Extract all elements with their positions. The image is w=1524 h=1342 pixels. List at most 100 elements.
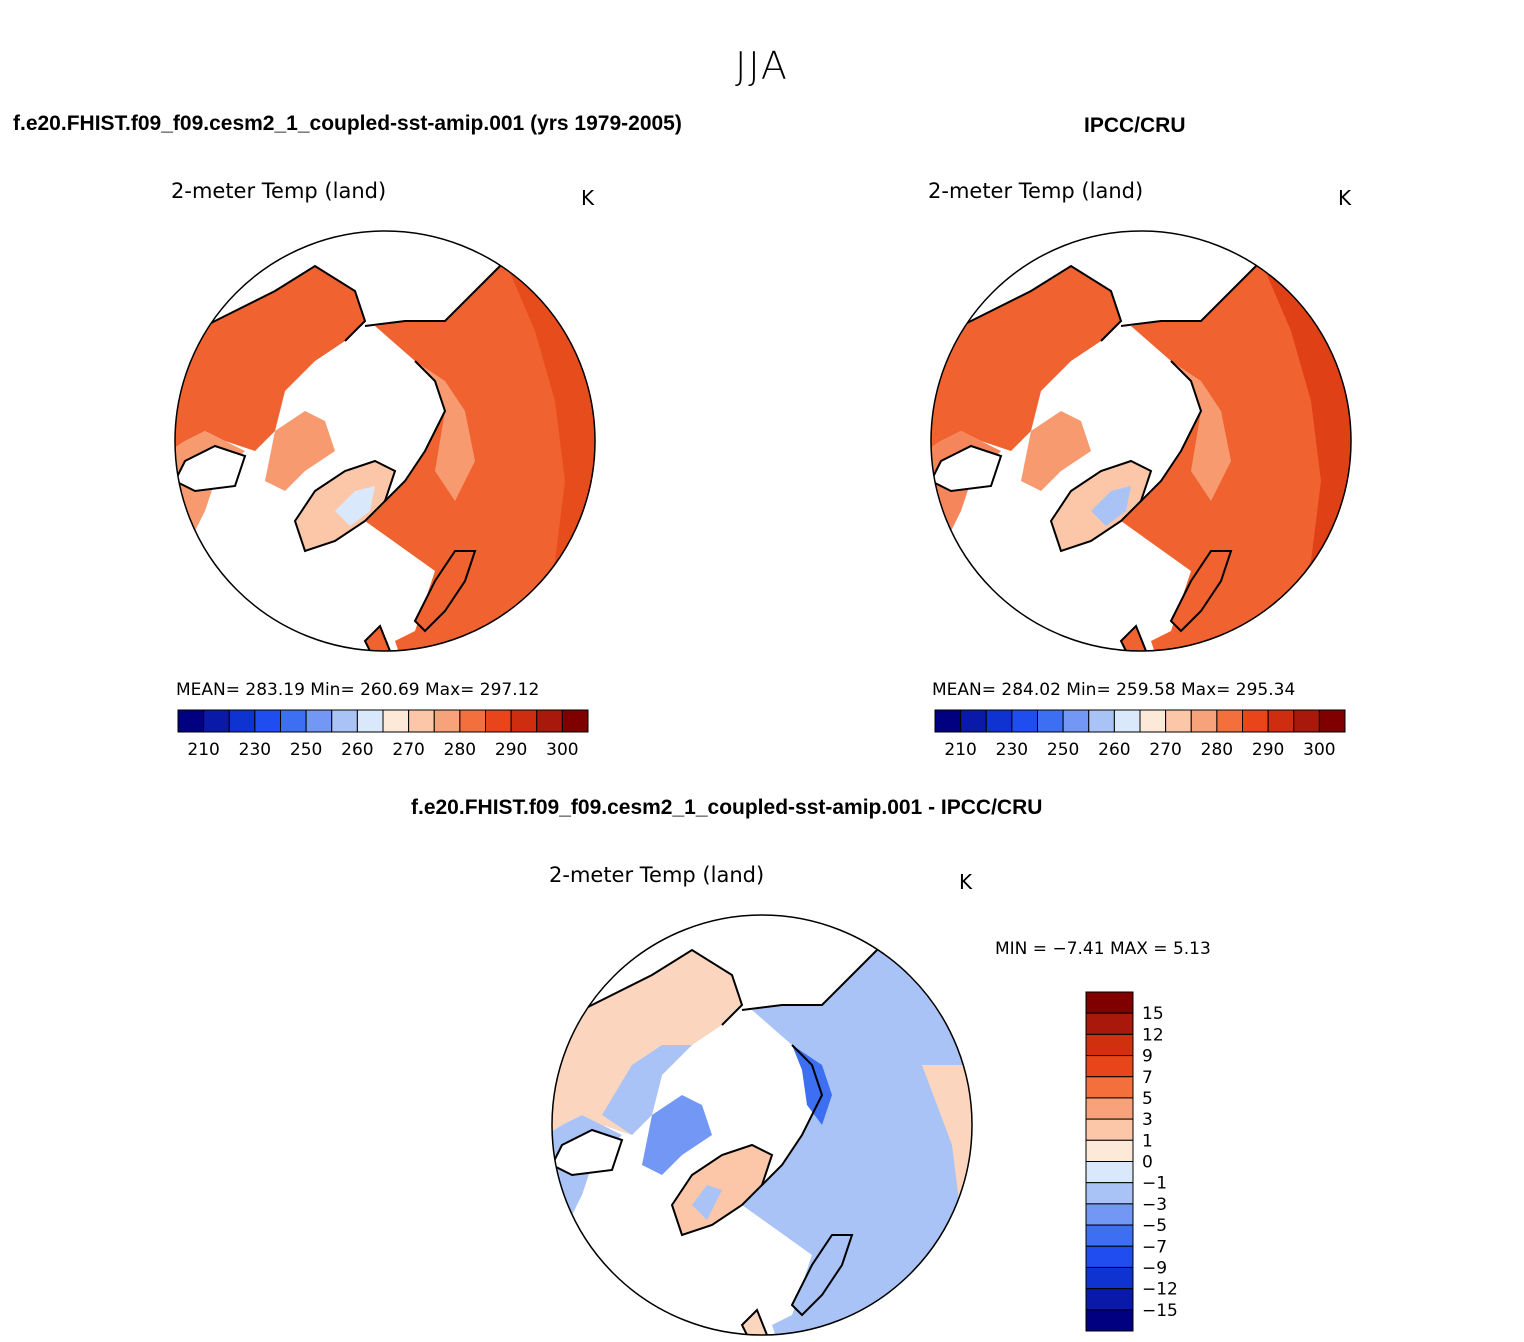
- model-polar-map: [174, 230, 596, 652]
- diff-colorbar-box: [1085, 1309, 1134, 1332]
- model-colorbar-box: [459, 709, 486, 733]
- model-colorbar-box: [433, 709, 461, 733]
- obs-colorbar-label: 270: [1149, 740, 1181, 760]
- obs-colorbar-box: [1113, 709, 1141, 733]
- obs-polar-map: [930, 230, 1352, 652]
- diff-colorbar-label: −1: [1142, 1174, 1167, 1194]
- model-colorbar-label: 280: [444, 740, 476, 760]
- model-case-title: f.e20.FHIST.f09_f09.cesm2_1_coupled-sst-…: [13, 112, 682, 135]
- diff-colorbar-box: [1085, 1245, 1134, 1268]
- diff-colorbar-box: [1085, 1118, 1134, 1141]
- obs-colorbar: 210 230 250 260 270 280 290 300: [934, 709, 1346, 760]
- diff-colorbar-label: −3: [1142, 1195, 1167, 1215]
- diff-colorbar-box: [1085, 1182, 1134, 1205]
- obs-colorbar-label: 260: [1098, 740, 1130, 760]
- diff-colorbar-label: −15: [1142, 1301, 1178, 1321]
- diff-colorbar-box: [1085, 1012, 1134, 1035]
- obs-colorbar-box: [960, 709, 987, 733]
- model-colorbar-box: [331, 709, 358, 733]
- diff-stats: MIN = −7.41 MAX = 5.13: [995, 939, 1211, 959]
- diff-variable-title: 2-meter Temp (land): [549, 863, 765, 887]
- diff-colorbar-box: [1085, 1161, 1134, 1184]
- diff-colorbar-label: 9: [1142, 1047, 1153, 1067]
- diff-colorbar-label: −12: [1142, 1280, 1178, 1300]
- model-colorbar-box: [305, 709, 333, 733]
- diff-colorbar-box: [1085, 1055, 1134, 1078]
- model-north-america-land: [175, 266, 365, 461]
- model-colorbar: 210 230 250 260 270 280 290 300: [177, 709, 589, 760]
- obs-colorbar-label: 210: [944, 740, 976, 760]
- obs-colorbar-box: [1318, 709, 1346, 733]
- diff-colorbar-box: [1085, 1203, 1134, 1226]
- diff-colorbar-label: −7: [1142, 1237, 1167, 1257]
- diff-colorbar-box: [1085, 1076, 1134, 1099]
- model-colorbar-label: 210: [187, 740, 219, 760]
- diff-colorbar-label: −5: [1142, 1216, 1167, 1236]
- model-units: K: [581, 186, 595, 210]
- model-colorbar-box: [408, 709, 435, 733]
- model-colorbar-box: [561, 709, 589, 733]
- diff-units: K: [959, 870, 973, 894]
- obs-colorbar-box: [1139, 709, 1167, 733]
- obs-colorbar-box: [1165, 709, 1192, 733]
- obs-colorbar-box: [1267, 709, 1295, 733]
- model-colorbar-box: [228, 709, 256, 733]
- obs-colorbar-label: 300: [1303, 740, 1335, 760]
- obs-colorbar-box: [1037, 709, 1064, 733]
- obs-colorbar-label: 250: [1047, 740, 1079, 760]
- model-colorbar-box: [177, 709, 205, 733]
- diff-colorbar-box: [1085, 1097, 1134, 1120]
- diff-colorbar-label: 1: [1142, 1131, 1153, 1151]
- model-colorbar-box: [510, 709, 538, 733]
- diff-eurasia-land: [742, 935, 972, 1335]
- model-variable-title: 2-meter Temp (land): [171, 179, 387, 203]
- diff-colorbar-label: 12: [1142, 1025, 1164, 1045]
- obs-colorbar-label: 230: [996, 740, 1028, 760]
- obs-case-title: IPCC/CRU: [1084, 114, 1186, 137]
- model-colorbar-label: 260: [341, 740, 373, 760]
- diff-colorbar-label: 0: [1142, 1153, 1153, 1173]
- diff-colorbar-label: −9: [1142, 1258, 1167, 1278]
- model-colorbar-label: 270: [392, 740, 424, 760]
- season-title: JJA: [735, 44, 789, 88]
- diff-polar-map: [551, 914, 973, 1336]
- diff-colorbar-label: 3: [1142, 1110, 1153, 1130]
- obs-colorbar-box: [1293, 709, 1320, 733]
- model-colorbar-box: [280, 709, 307, 733]
- diff-north-america-land: [552, 950, 742, 1145]
- obs-colorbar-box: [985, 709, 1013, 733]
- model-colorbar-label: 300: [546, 740, 578, 760]
- obs-colorbar-label: 290: [1252, 740, 1284, 760]
- obs-colorbar-box: [934, 709, 962, 733]
- model-colorbar-box: [485, 709, 512, 733]
- diff-colorbar-box: [1085, 1033, 1134, 1057]
- obs-colorbar-label: 280: [1201, 740, 1233, 760]
- model-colorbar-box: [382, 709, 410, 733]
- model-colorbar-box: [203, 709, 230, 733]
- model-colorbar-label: 230: [239, 740, 271, 760]
- model-colorbar-label: 250: [290, 740, 322, 760]
- obs-north-america-land: [931, 266, 1121, 461]
- model-colorbar-box: [356, 709, 384, 733]
- diff-colorbar-box: [1085, 1266, 1134, 1290]
- obs-units: K: [1338, 186, 1352, 210]
- diff-colorbar-box: [1085, 1288, 1134, 1311]
- diff-colorbar-label: 7: [1142, 1068, 1153, 1088]
- model-colorbar-box: [536, 709, 563, 733]
- obs-colorbar-box: [1011, 709, 1038, 733]
- obs-variable-title: 2-meter Temp (land): [928, 179, 1144, 203]
- obs-colorbar-box: [1088, 709, 1115, 733]
- diff-colorbar-label: 15: [1142, 1004, 1164, 1024]
- model-colorbar-label: 290: [495, 740, 527, 760]
- model-stats: MEAN= 283.19 Min= 260.69 Max= 297.12: [176, 680, 540, 700]
- obs-colorbar-box: [1216, 709, 1243, 733]
- model-colorbar-box: [254, 709, 281, 733]
- obs-colorbar-box: [1190, 709, 1218, 733]
- diff-colorbar-box: [1085, 991, 1134, 1014]
- diff-colorbar-label: 5: [1142, 1089, 1153, 1109]
- diff-case-title: f.e20.FHIST.f09_f09.cesm2_1_coupled-sst-…: [411, 796, 1043, 819]
- obs-colorbar-box: [1242, 709, 1269, 733]
- diff-colorbar-box: [1085, 1139, 1134, 1162]
- obs-colorbar-box: [1062, 709, 1090, 733]
